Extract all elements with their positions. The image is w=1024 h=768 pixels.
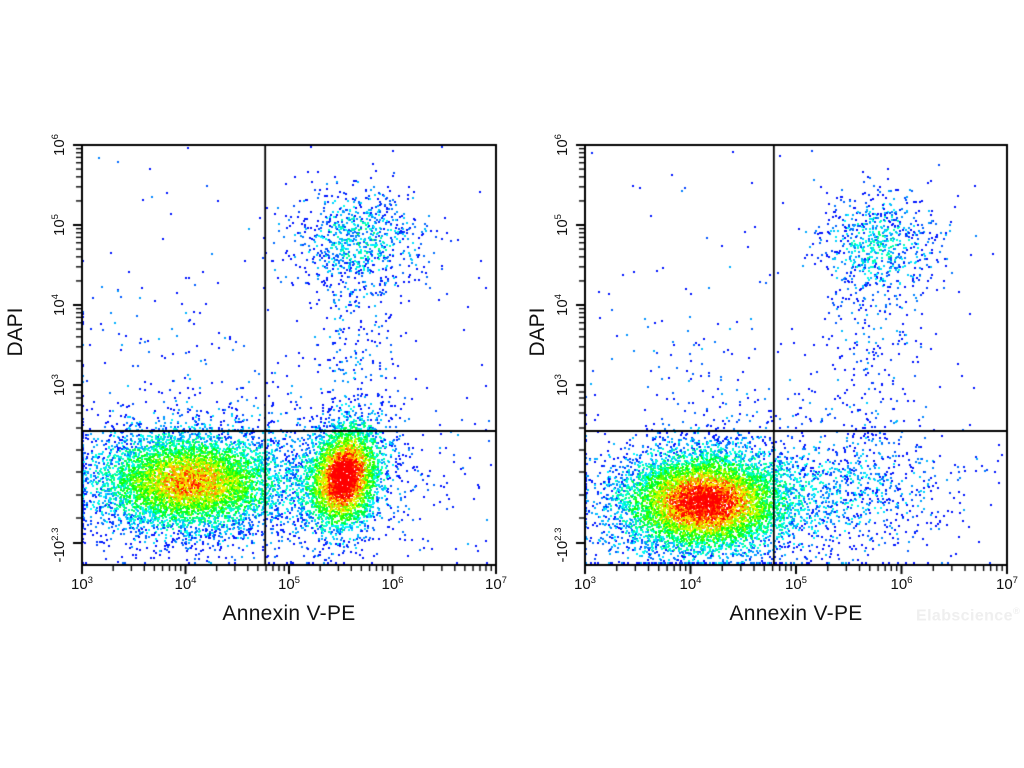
y-tick-label: 105 xyxy=(50,213,68,237)
x-tick-label: 104 xyxy=(679,575,702,593)
x-tick-label: 106 xyxy=(381,575,404,593)
x-tick-label: 105 xyxy=(784,575,808,593)
x-axis-label-right: Annexin V-PE xyxy=(729,602,863,625)
x-tick-label: 103 xyxy=(573,575,597,593)
elabscience-watermark: Elabscience® xyxy=(916,606,1020,625)
x-tick-label: 105 xyxy=(277,575,301,593)
x-tick-label: 103 xyxy=(70,575,94,593)
y-tick-label: 106 xyxy=(553,133,571,157)
y-tick-label: 103 xyxy=(553,373,571,397)
watermark-text: Elabscience xyxy=(916,607,1013,625)
y-tick-label: 104 xyxy=(50,293,68,317)
x-tick-label: 107 xyxy=(995,575,1019,593)
y-tick-label: -102.3 xyxy=(553,527,571,563)
registered-mark-icon: ® xyxy=(1012,606,1021,617)
x-axis-label-left: Annexin V-PE xyxy=(222,602,356,625)
y-axis-label-right: DAPI xyxy=(526,307,549,357)
y-tick-label: -102.3 xyxy=(50,527,68,563)
y-tick-label: 105 xyxy=(553,213,571,237)
x-tick-label: 107 xyxy=(484,575,508,593)
y-tick-label: 104 xyxy=(553,293,571,317)
x-tick-label: 106 xyxy=(890,575,913,593)
y-tick-label: 103 xyxy=(50,373,68,397)
y-tick-label: 106 xyxy=(50,133,68,157)
y-axis-label-left: DAPI xyxy=(4,307,27,357)
x-tick-label: 104 xyxy=(174,575,197,593)
